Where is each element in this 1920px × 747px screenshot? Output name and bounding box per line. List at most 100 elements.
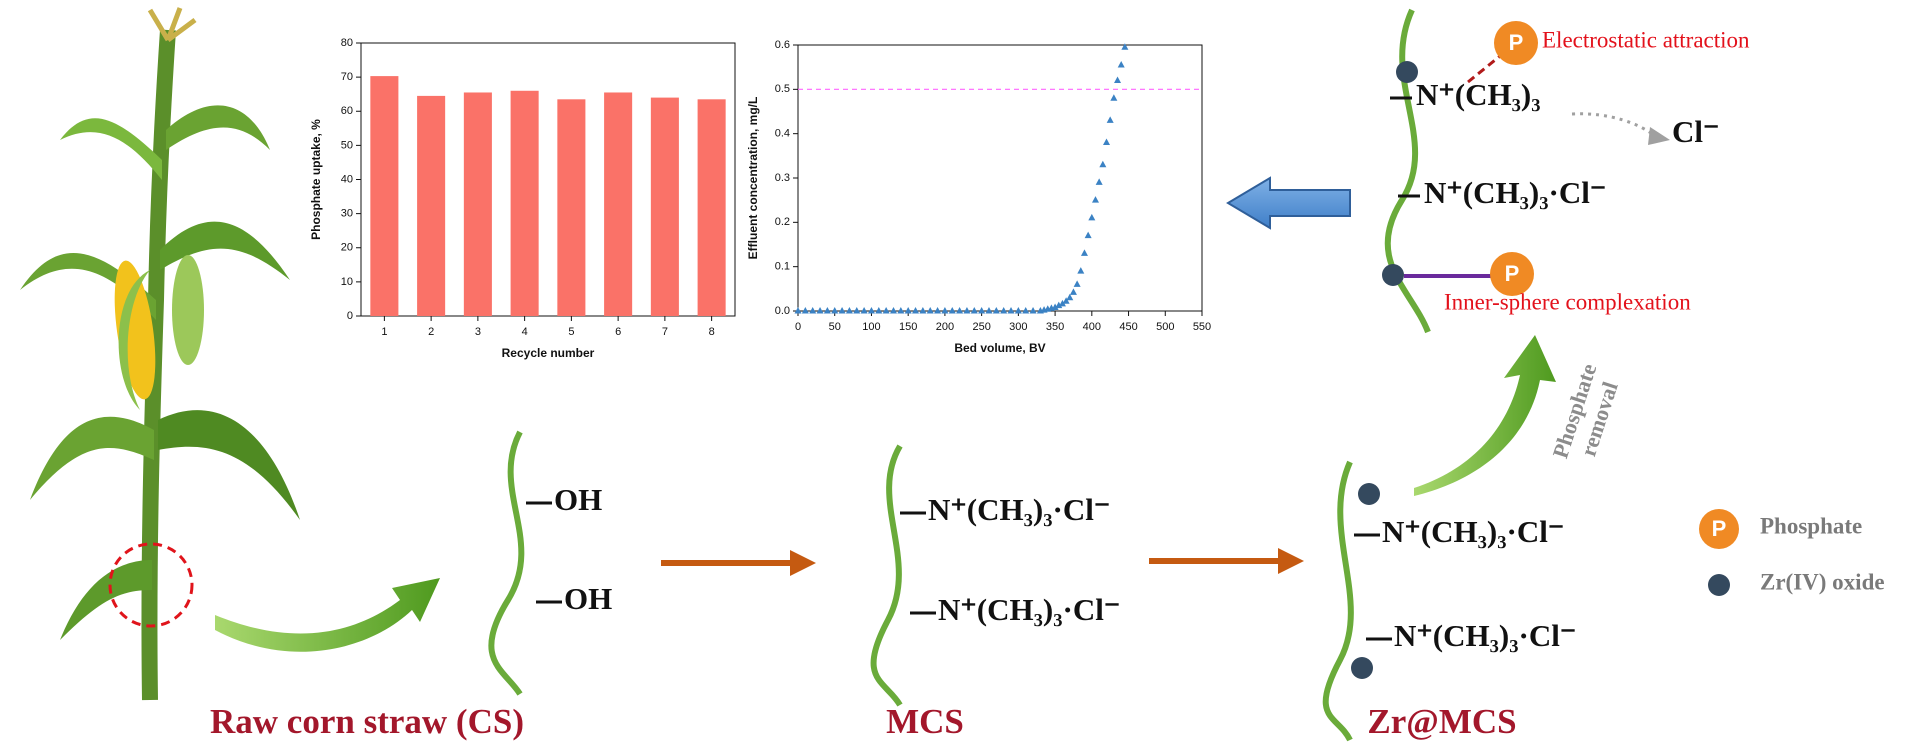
data-point bbox=[948, 307, 956, 314]
y-tick-label: 20 bbox=[341, 242, 353, 254]
data-point bbox=[1121, 43, 1129, 50]
data-point bbox=[919, 307, 927, 314]
data-point bbox=[867, 307, 875, 314]
hydroxyl: OH bbox=[554, 482, 602, 517]
released-ion: Cl⁻ bbox=[1672, 114, 1719, 149]
y-tick-label: 80 bbox=[341, 37, 353, 49]
data-point bbox=[978, 307, 986, 314]
data-point bbox=[1055, 301, 1063, 309]
x-tick-label: 0 bbox=[795, 321, 801, 333]
y-tick-label: 0.6 bbox=[775, 39, 790, 51]
y-tick-label: 0 bbox=[347, 310, 353, 322]
zr-oxide-dot bbox=[1708, 574, 1730, 596]
modified-group: N⁺(CH₃)₃·Cl⁻ bbox=[938, 592, 1120, 627]
data-point bbox=[1022, 307, 1030, 314]
data-point bbox=[897, 307, 905, 314]
electrostatic-label: Electrostatic attraction bbox=[1542, 27, 1750, 52]
legend-label: Phosphate bbox=[1760, 513, 1862, 538]
phosphate-symbol bbox=[1490, 252, 1534, 296]
bar bbox=[650, 97, 679, 316]
data-point bbox=[794, 307, 802, 314]
material-label: MCS bbox=[886, 702, 964, 741]
data-point bbox=[1080, 249, 1088, 256]
y-tick-label: 10 bbox=[341, 276, 353, 288]
data-point bbox=[1110, 94, 1118, 101]
x-tick-label: 150 bbox=[899, 321, 917, 333]
bar bbox=[697, 99, 726, 317]
data-point bbox=[1077, 267, 1085, 274]
x-tick-label: 550 bbox=[1193, 321, 1211, 333]
process-arrow bbox=[215, 578, 440, 652]
release-arrow bbox=[1571, 112, 1656, 138]
modified-group: N⁺(CH₃)₃·Cl⁻ bbox=[1394, 618, 1576, 653]
x-tick-label: 2 bbox=[428, 326, 434, 338]
quaternary-amine: N⁺(CH₃)₃ bbox=[1416, 77, 1540, 112]
x-tick-label: 300 bbox=[1009, 321, 1027, 333]
hydroxyl: OH bbox=[564, 581, 612, 616]
data-point bbox=[1091, 196, 1099, 203]
data-point bbox=[1117, 60, 1125, 68]
polymer-chain bbox=[870, 444, 903, 707]
data-point bbox=[956, 307, 964, 314]
bar bbox=[370, 76, 399, 316]
link-arrow bbox=[1226, 176, 1351, 230]
x-tick-label: 450 bbox=[1119, 321, 1137, 333]
y-tick-label: 0.1 bbox=[775, 261, 790, 273]
data-point bbox=[889, 307, 897, 314]
y-tick-label: 40 bbox=[341, 173, 353, 185]
y-axis-label: Effluent concentration, mg/L bbox=[746, 97, 760, 260]
phosphate-symbol bbox=[1699, 509, 1739, 549]
data-point bbox=[809, 307, 817, 314]
material-label: Raw corn straw (CS) bbox=[210, 702, 524, 741]
data-point bbox=[838, 307, 846, 314]
data-point bbox=[1073, 280, 1081, 287]
x-tick-label: 6 bbox=[615, 326, 621, 338]
bar bbox=[417, 95, 446, 316]
data-point bbox=[992, 307, 1000, 314]
phosphate-symbol-label: P bbox=[1505, 261, 1520, 286]
data-point bbox=[823, 307, 831, 314]
zr-oxide-dot bbox=[1382, 264, 1404, 286]
bar bbox=[557, 99, 586, 317]
phosphate-symbol-label: P bbox=[1712, 516, 1727, 541]
data-point bbox=[963, 307, 971, 314]
data-point bbox=[1058, 299, 1066, 307]
x-tick-label: 400 bbox=[1083, 321, 1101, 333]
data-point bbox=[926, 307, 934, 314]
y-tick-label: 0.5 bbox=[775, 83, 790, 95]
y-tick-label: 0.0 bbox=[775, 305, 790, 317]
data-point bbox=[831, 307, 839, 314]
x-tick-label: 1 bbox=[381, 326, 387, 338]
data-point bbox=[912, 307, 920, 314]
data-point bbox=[985, 307, 993, 314]
x-tick-label: 500 bbox=[1156, 321, 1174, 333]
zr-oxide-dot bbox=[1351, 657, 1373, 679]
x-axis-label: Bed volume, BV bbox=[954, 341, 1045, 355]
phosphate-symbol bbox=[1494, 21, 1538, 65]
inner-sphere-label: Inner-sphere complexation bbox=[1444, 289, 1691, 314]
data-point bbox=[853, 307, 861, 314]
data-point bbox=[934, 307, 942, 314]
y-axis-label: Phosphate uptake, % bbox=[309, 119, 323, 240]
bar bbox=[463, 92, 492, 316]
x-tick-label: 250 bbox=[972, 321, 990, 333]
data-point bbox=[1099, 160, 1107, 168]
y-tick-label: 0.3 bbox=[775, 172, 790, 184]
data-point bbox=[875, 307, 883, 314]
removal-arrow bbox=[1414, 335, 1556, 496]
corn-plant bbox=[20, 7, 300, 701]
data-point bbox=[941, 307, 949, 314]
zr-oxide-dot bbox=[1358, 483, 1380, 505]
x-tick-label: 350 bbox=[1046, 321, 1064, 333]
y-tick-label: 70 bbox=[341, 71, 353, 83]
plot-frame bbox=[797, 44, 1203, 312]
bar bbox=[510, 90, 539, 317]
data-point bbox=[1062, 297, 1070, 304]
data-point bbox=[970, 307, 978, 314]
data-point bbox=[1029, 307, 1037, 314]
y-tick-label: 50 bbox=[341, 139, 353, 151]
polymer-chain bbox=[488, 430, 525, 696]
data-point bbox=[1088, 213, 1096, 221]
zr-oxide-dot bbox=[1396, 61, 1418, 83]
